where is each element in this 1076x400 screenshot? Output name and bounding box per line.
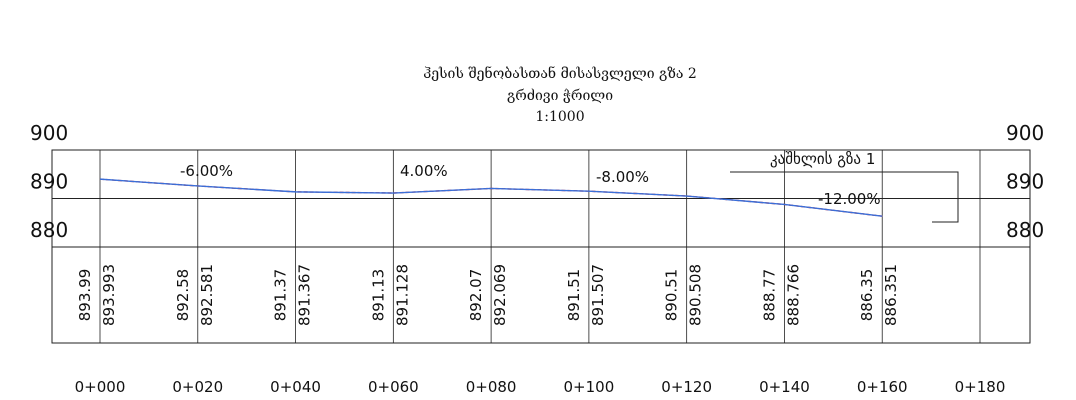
y-tick-label: 880 <box>30 218 68 242</box>
table-value: 891.128 <box>393 264 411 326</box>
x-tick-label: 0+100 <box>564 378 615 396</box>
table-value: 886.35 <box>858 269 876 322</box>
annotation: -6.00% <box>180 162 233 180</box>
table-value: 888.77 <box>760 269 778 322</box>
table-value: 892.07 <box>467 269 485 322</box>
table-value: 891.51 <box>565 269 583 322</box>
annotation: 4.00% <box>400 162 448 180</box>
y-tick-label-right: 900 <box>1006 121 1044 145</box>
y-tick-label-right: 890 <box>1006 170 1044 194</box>
annotation: კაშხლის გზა 1 <box>770 150 875 168</box>
table-value: 888.766 <box>784 264 802 326</box>
annotation: -12.00% <box>818 190 881 208</box>
table-value: 892.069 <box>491 264 509 326</box>
table-value: 892.58 <box>174 269 192 322</box>
chart-subtitle: გრძივი ჭრილი <box>507 87 613 104</box>
table-value: 892.581 <box>198 264 216 326</box>
table-value: 891.507 <box>589 264 607 326</box>
table-value: 890.508 <box>687 264 705 326</box>
y-tick-label-right: 880 <box>1006 218 1044 242</box>
table-value: 886.351 <box>882 264 900 326</box>
x-tick-label: 0+120 <box>661 378 712 396</box>
x-tick-label: 0+020 <box>172 378 223 396</box>
table-value: 890.51 <box>663 269 681 322</box>
x-tick-label: 0+180 <box>955 378 1006 396</box>
annotation: -8.00% <box>596 168 649 186</box>
table-value: 891.367 <box>296 264 314 326</box>
table-value: 891.13 <box>369 269 387 322</box>
x-tick-label: 0+000 <box>75 378 126 396</box>
chart-scale: 1:1000 <box>535 109 584 125</box>
table-value: 893.993 <box>100 264 118 326</box>
x-tick-label: 0+060 <box>368 378 419 396</box>
y-tick-label: 890 <box>30 170 68 194</box>
y-tick-label: 900 <box>30 121 68 145</box>
chart-title: ჰესის შენობასთან მისასვლელი გზა 2 <box>423 64 697 82</box>
x-tick-label: 0+080 <box>466 378 517 396</box>
x-tick-label: 0+140 <box>759 378 810 396</box>
x-tick-label: 0+160 <box>857 378 908 396</box>
x-tick-label: 0+040 <box>270 378 321 396</box>
table-value: 893.99 <box>76 269 94 322</box>
table-value: 891.37 <box>272 269 290 322</box>
profile-line <box>99 178 883 217</box>
bracket <box>730 171 959 223</box>
